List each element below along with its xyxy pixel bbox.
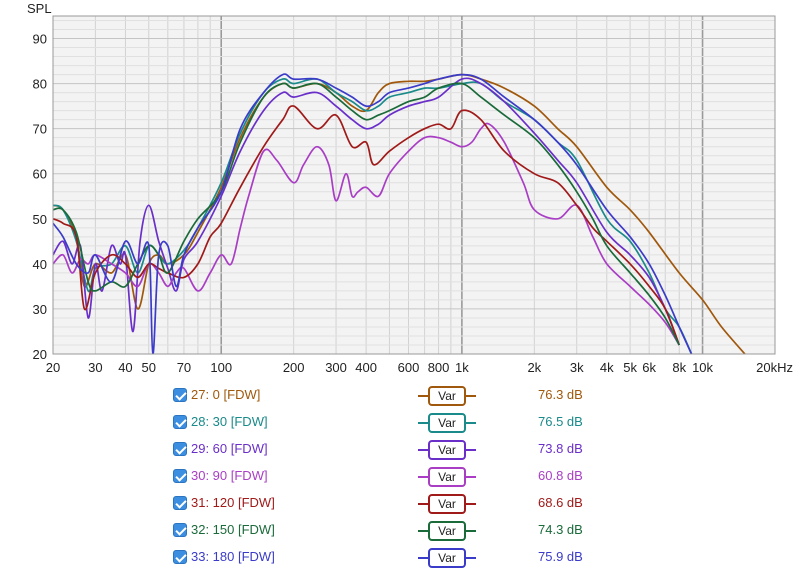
legend-row: 29: 60 [FDW] Var 73.8 dB [0, 437, 800, 464]
legend-label: 29: 60 [FDW] [191, 441, 268, 456]
legend-var-button[interactable]: Var [428, 386, 466, 406]
y-tick-label: 40 [33, 257, 47, 272]
y-tick-label: 30 [33, 302, 47, 317]
legend-checkbox[interactable] [173, 523, 187, 537]
y-axis-label: SPL [27, 1, 52, 16]
legend-row: 31: 120 [FDW] Var 68.6 dB [0, 491, 800, 518]
legend-var-button[interactable]: Var [428, 548, 466, 568]
x-tick-label: 100 [210, 360, 232, 375]
legend-value: 74.3 dB [538, 522, 583, 537]
legend-label: 32: 150 [FDW] [191, 522, 275, 537]
series-line [53, 73, 693, 354]
legend-value: 60.8 dB [538, 468, 583, 483]
x-tick-label: 1k [455, 360, 469, 375]
y-tick-label: 20 [33, 347, 47, 362]
legend-value: 76.3 dB [538, 387, 583, 402]
series-line [53, 82, 680, 346]
legend: 27: 0 [FDW] Var 76.3 dB 28: 30 [FDW] Var… [0, 383, 800, 573]
x-tick-label: 4k [600, 360, 614, 375]
legend-var-button[interactable]: Var [428, 494, 466, 514]
y-tick-label: 90 [33, 32, 47, 47]
x-tick-labels: 20 30 40 50 70 100 200 300 400 600 800 1k 2k 3k 4k 5k 6k… [46, 360, 793, 375]
legend-label: 33: 180 [FDW] [191, 549, 275, 564]
x-tick-label: 30 [88, 360, 102, 375]
legend-value: 76.5 dB [538, 414, 583, 429]
series-line [53, 122, 680, 346]
frequency-response-chart: 20 30 40 50 60 70 80 90 20 30 40 50 70 100 200 300 400 6… [27, 1, 793, 375]
legend-var-button[interactable]: Var [428, 521, 466, 541]
legend-var-button[interactable]: Var [428, 467, 466, 487]
legend-value: 75.9 dB [538, 549, 583, 564]
x-tick-label: 20 [46, 360, 60, 375]
legend-var-button[interactable]: Var [428, 440, 466, 460]
legend-checkbox[interactable] [173, 469, 187, 483]
legend-checkbox[interactable] [173, 442, 187, 456]
x-tick-label: 10k [692, 360, 713, 375]
y-tick-labels: 20 30 40 50 60 70 80 90 [33, 32, 47, 362]
x-tick-label: 6k [642, 360, 656, 375]
x-tick-label: 5k [623, 360, 637, 375]
legend-row: 33: 180 [FDW] Var 75.9 dB [0, 545, 800, 572]
series-line [53, 78, 693, 354]
x-tick-label: 2k [527, 360, 541, 375]
legend-checkbox[interactable] [173, 550, 187, 564]
curves [53, 73, 746, 354]
legend-label: 31: 120 [FDW] [191, 495, 275, 510]
legend-label: 27: 0 [FDW] [191, 387, 261, 402]
legend-row: 32: 150 [FDW] Var 74.3 dB [0, 518, 800, 545]
legend-label: 30: 90 [FDW] [191, 468, 268, 483]
legend-value: 68.6 dB [538, 495, 583, 510]
x-tick-label: 800 [428, 360, 450, 375]
x-tick-label: 70 [177, 360, 191, 375]
legend-checkbox[interactable] [173, 388, 187, 402]
x-tick-label: 300 [325, 360, 347, 375]
x-tick-label: 600 [398, 360, 420, 375]
plot-background [53, 16, 775, 354]
grid [53, 16, 775, 354]
x-tick-label: 8k [672, 360, 686, 375]
x-tick-label: 200 [283, 360, 305, 375]
legend-row: 27: 0 [FDW] Var 76.3 dB [0, 383, 800, 410]
y-tick-label: 70 [33, 122, 47, 137]
legend-checkbox[interactable] [173, 415, 187, 429]
y-tick-label: 50 [33, 212, 47, 227]
y-tick-label: 60 [33, 167, 47, 182]
legend-row: 30: 90 [FDW] Var 60.8 dB [0, 464, 800, 491]
x-tick-label: 3k [570, 360, 584, 375]
legend-checkbox[interactable] [173, 496, 187, 510]
series-line [53, 77, 680, 346]
legend-row: 28: 30 [FDW] Var 76.5 dB [0, 410, 800, 437]
legend-value: 73.8 dB [538, 441, 583, 456]
legend-label: 28: 30 [FDW] [191, 414, 268, 429]
plot-frame [52, 15, 776, 355]
x-tick-label: 50 [142, 360, 156, 375]
x-tick-label: 40 [118, 360, 132, 375]
series-line [53, 73, 746, 354]
x-tick-label: 20kHz [756, 360, 793, 375]
legend-var-button[interactable]: Var [428, 413, 466, 433]
y-tick-label: 80 [33, 77, 47, 92]
x-tick-label: 400 [355, 360, 377, 375]
